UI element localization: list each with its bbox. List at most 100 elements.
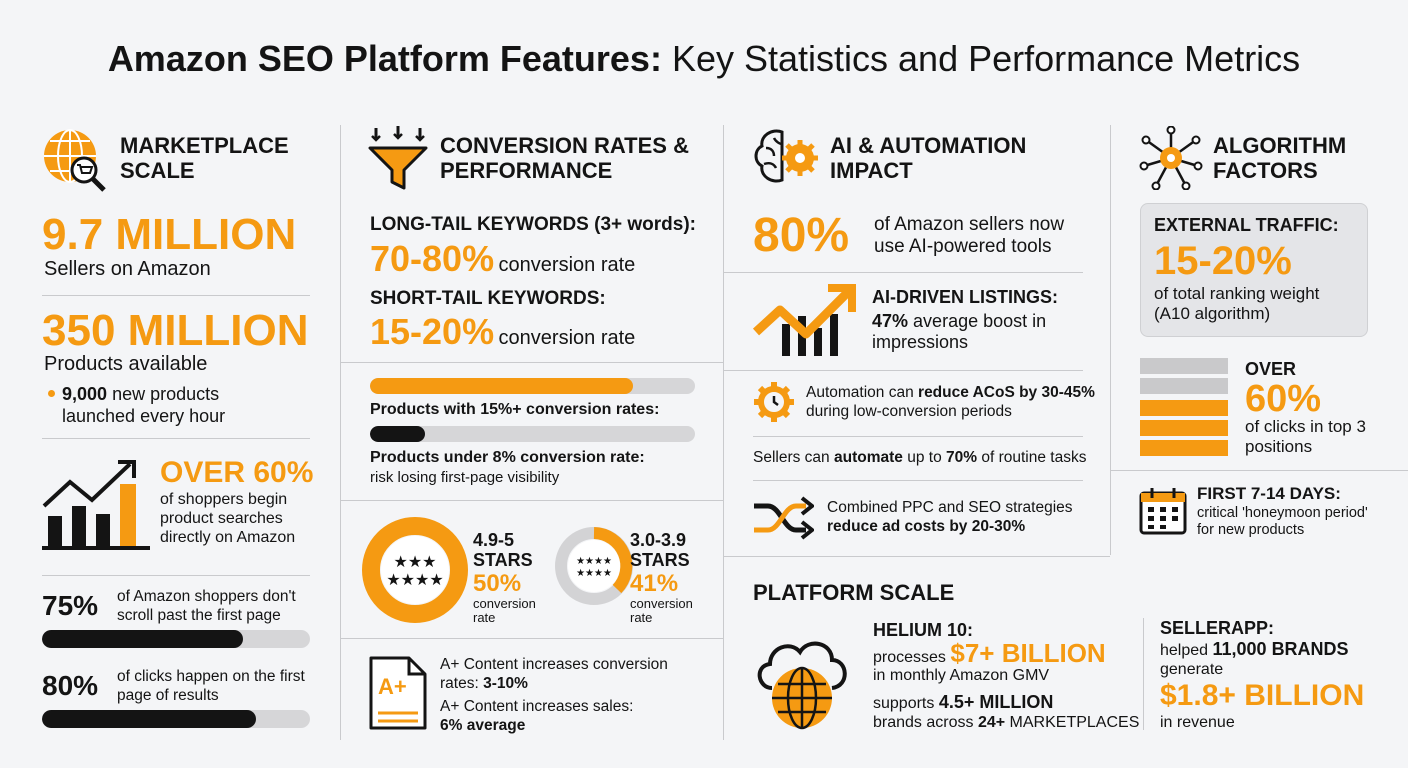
keyword-stat: 15-20% conversion rate	[370, 311, 635, 353]
progress-track	[42, 710, 310, 728]
section-heading: CONVERSION RATES & PERFORMANCE	[440, 133, 689, 183]
aplus-sales: A+ Content increases sales:	[440, 698, 634, 715]
document-icon	[369, 656, 427, 730]
tasks-pre: Sellers can	[753, 449, 830, 466]
helium-brands: supports 4.5+ MILLION	[873, 692, 1053, 713]
rating-ring: ★★★★ ★★★★	[555, 527, 633, 605]
progress-bar	[42, 710, 257, 728]
helium-gmv: processes $7+ BILLION	[873, 638, 1106, 669]
stat-value: 350 MILLION	[42, 306, 309, 355]
calendar-icon	[1139, 488, 1187, 535]
helium-value: $7+ BILLION	[950, 638, 1106, 668]
helium-pre: processes	[873, 649, 946, 666]
rating-value: 50%	[473, 570, 522, 597]
helium-across: brands across	[873, 714, 974, 731]
sellerapp-rest: in revenue	[1160, 714, 1235, 731]
divider	[723, 125, 724, 740]
divider	[340, 125, 341, 740]
clicks-text: of clicks in top 3 positions	[1245, 417, 1366, 456]
clicks-pre: OVER	[1245, 359, 1297, 379]
rating-label: conversion rate	[473, 596, 536, 625]
stat-value: 9.7 MILLION	[42, 210, 297, 259]
section-heading: ALGORITHM FACTORS	[1213, 133, 1347, 183]
days-label: FIRST 7-14 DAYS:	[1197, 484, 1341, 503]
sellerapp-generate: generate	[1160, 661, 1224, 678]
listings-label: AI-DRIVEN LISTINGS:	[872, 287, 1059, 307]
bar-label: Products under 8% conversion rate:	[370, 449, 645, 466]
acos-text: Automation can reduce ACoS by 30-45% dur…	[806, 383, 1096, 421]
keyword-stat: 70-80% conversion rate	[370, 238, 635, 280]
aplus-text: A+ Content increases sales: 6% average	[440, 697, 700, 735]
rating-stars: 3.0-3.9 STARS	[630, 530, 690, 570]
aplus-conversion-value: 3-10%	[483, 675, 528, 692]
separator	[723, 370, 1083, 371]
svg-text:★★★★: ★★★★	[576, 556, 612, 567]
progress-track	[370, 378, 695, 394]
bullet-text: 9,000 new products launched every hour	[62, 383, 282, 427]
cloud-globe-icon	[757, 641, 847, 730]
globe-cart-icon	[44, 129, 106, 192]
separator	[42, 295, 310, 296]
stat-value: 15-20%	[370, 311, 495, 352]
separator	[1110, 470, 1408, 471]
progress-bar	[370, 426, 425, 442]
rating-value: 41%	[630, 570, 679, 597]
title-rest: Key Statistics and Performance Metrics	[671, 38, 1301, 79]
section-heading: PLATFORM SCALE	[753, 580, 955, 605]
bullet-bold: 9,000	[62, 384, 108, 404]
ppc-pre: Combined PPC and SEO strategies	[827, 499, 1073, 516]
stat-label: of shoppers begin product searches direc…	[160, 491, 296, 546]
progress-bar	[42, 630, 243, 648]
stat-label: of clicks happen on the first page of re…	[117, 668, 305, 704]
svg-text:★★★★: ★★★★	[386, 572, 443, 589]
separator	[723, 556, 1110, 557]
keyword-label: SHORT-TAIL KEYWORDS:	[370, 288, 606, 309]
stat-value: 75%	[42, 590, 99, 621]
funnel-icon	[368, 126, 428, 190]
bullet	[48, 390, 55, 397]
stat-value: 80%	[42, 670, 99, 701]
aplus-conversion: A+ Content increases conversion rates:	[440, 656, 668, 692]
rating-ring: ★★★ ★★★★	[362, 517, 468, 623]
listings-rest: average boost in impressions	[872, 311, 1047, 352]
helium-markets-rest: MARKETPLACES	[1009, 714, 1140, 731]
separator	[340, 500, 723, 501]
traffic-value: 15-20%	[1154, 239, 1292, 283]
aplus-text: A+ Content increases conversion rates: 3…	[440, 655, 700, 693]
stat-value: 70-80%	[370, 238, 495, 279]
separator	[42, 575, 310, 576]
acos-bold: reduce ACoS by 30-45%	[918, 384, 1095, 401]
helium-brands-value: 4.5+ MILLION	[938, 692, 1054, 712]
document-icon-label: A+	[378, 674, 407, 699]
section-heading: MARKETPLACE SCALE	[120, 133, 289, 183]
highlight-box	[1140, 203, 1368, 337]
tasks-bold: automate	[834, 449, 903, 466]
bar-label: Products with 15%+ conversion rates:	[370, 401, 660, 418]
rating-label: conversion rate	[630, 596, 693, 625]
separator	[753, 480, 1083, 481]
stat-label: of Amazon sellers now use AI-powered too…	[874, 214, 1065, 257]
brain-gear-icon	[754, 129, 818, 183]
stat-value: OVER 60%	[160, 456, 314, 489]
positions-icon	[1140, 358, 1228, 456]
tasks-bold: 70%	[946, 449, 978, 466]
stat-label: Sellers on Amazon	[44, 258, 211, 280]
svg-text:★★★★: ★★★★	[576, 568, 612, 579]
days-text: critical 'honeymoon period' for new prod…	[1197, 505, 1368, 538]
tasks-text: Sellers can automate up to 70% of routin…	[753, 448, 1086, 467]
traffic-text: of total ranking weight (A10 algorithm)	[1154, 284, 1320, 323]
title: Amazon SEO Platform Features: Key Statis…	[0, 38, 1408, 80]
growth-chart-icon	[42, 460, 150, 550]
divider	[1110, 125, 1111, 555]
progress-bar	[370, 378, 633, 394]
clicks-value: 60%	[1245, 378, 1322, 420]
rating-stars: 4.9-5 STARS	[473, 530, 533, 570]
listings-text: 47% average boost in impressions	[872, 311, 1072, 353]
tasks-rest: of routine tasks	[981, 449, 1087, 466]
gear-icon	[754, 382, 794, 422]
stat-unit: conversion rate	[498, 327, 636, 349]
separator	[723, 272, 1083, 273]
acos-pre: Automation can	[806, 384, 914, 401]
stat-label: of Amazon shoppers don't scroll past the…	[117, 588, 296, 624]
